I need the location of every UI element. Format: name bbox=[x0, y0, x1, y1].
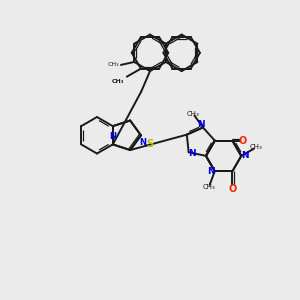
Text: CH₃: CH₃ bbox=[108, 62, 119, 68]
Text: O: O bbox=[228, 184, 237, 194]
Text: N: N bbox=[139, 138, 146, 147]
Text: N: N bbox=[241, 152, 249, 160]
Text: CH₃: CH₃ bbox=[202, 184, 215, 190]
Text: S: S bbox=[146, 139, 154, 149]
Text: N: N bbox=[109, 133, 116, 142]
Text: CH₃: CH₃ bbox=[187, 111, 200, 117]
Text: CH₃: CH₃ bbox=[112, 79, 124, 84]
Text: N: N bbox=[188, 149, 195, 158]
Text: O: O bbox=[239, 136, 247, 146]
Text: N: N bbox=[197, 120, 204, 129]
Text: CH₃: CH₃ bbox=[250, 144, 262, 150]
Text: N: N bbox=[207, 167, 215, 176]
